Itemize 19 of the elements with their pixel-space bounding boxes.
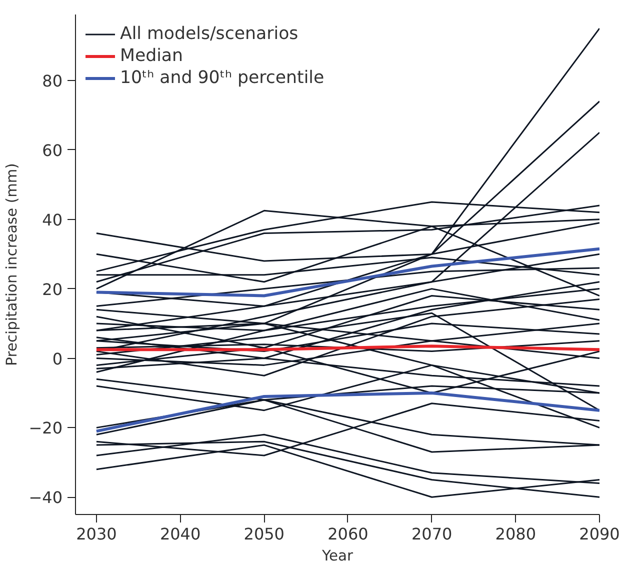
legend-label: All models/scenarios — [120, 24, 298, 44]
x-tick-label: 2050 — [244, 524, 284, 544]
x-tick-label: 2080 — [495, 524, 536, 544]
x-tick-label: 2030 — [76, 524, 117, 544]
y-tick-label: −40 — [28, 488, 62, 508]
y-tick-label: 80 — [42, 71, 62, 90]
y-tick-label: 40 — [42, 210, 62, 230]
x-tick-label: 2040 — [160, 524, 201, 544]
y-tick-label: 20 — [42, 280, 62, 299]
y-axis-title: Precipitation increase (mm) — [4, 163, 21, 366]
x-tick-label: 2090 — [579, 524, 620, 544]
legend-label: 10ᵗʰ and 90ᵗʰ percentile — [120, 68, 324, 88]
x-axis-title: Year — [320, 548, 354, 564]
y-tick-label: −20 — [28, 418, 62, 438]
y-tick-label: 0 — [52, 349, 63, 368]
x-tick-label: 2070 — [411, 524, 452, 544]
x-tick-label: 2060 — [328, 524, 368, 544]
legend-label: Median — [120, 46, 184, 66]
y-tick-label: 60 — [42, 140, 62, 160]
